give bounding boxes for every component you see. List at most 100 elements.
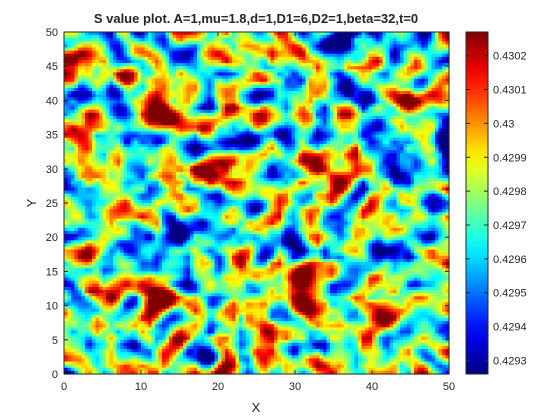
- heatmap-cell: [109, 50, 114, 55]
- heatmap-cell: [281, 137, 286, 142]
- heatmap-cell: [204, 56, 209, 61]
- heatmap-cell: [407, 41, 412, 46]
- heatmap-cell: [284, 53, 289, 58]
- heatmap-cell: [323, 150, 328, 154]
- heatmap-cell: [274, 44, 279, 49]
- heatmap-cell: [134, 84, 139, 89]
- heatmap-cell: [179, 41, 184, 46]
- heatmap-cell: [312, 69, 317, 74]
- heatmap-cell: [106, 87, 111, 92]
- heatmap-cell: [148, 81, 153, 86]
- heatmap-cell: [407, 94, 412, 98]
- heatmap-cell: [267, 50, 272, 55]
- heatmap-cell: [386, 53, 391, 58]
- heatmap-cell: [169, 44, 174, 49]
- heatmap-cell: [410, 153, 415, 157]
- heatmap-cell: [267, 109, 272, 114]
- heatmap-cell: [274, 53, 279, 58]
- heatmap-cell: [239, 168, 244, 173]
- heatmap-cell: [214, 87, 219, 92]
- heatmap-cell: [295, 122, 300, 126]
- heatmap-cell: [379, 147, 384, 151]
- heatmap-cell: [253, 168, 258, 173]
- heatmap-cell: [361, 168, 366, 173]
- heatmap-cell: [211, 159, 216, 164]
- heatmap-cell: [316, 156, 321, 161]
- heatmap-cell: [88, 147, 93, 151]
- heatmap-cell: [330, 153, 335, 157]
- heatmap-cell: [218, 103, 223, 108]
- heatmap-cell: [386, 69, 391, 74]
- heatmap-cell: [249, 125, 254, 129]
- heatmap-cell: [176, 106, 181, 111]
- heatmap-cell: [134, 162, 139, 167]
- heatmap-cell: [354, 168, 359, 173]
- heatmap-cell: [438, 50, 443, 55]
- heatmap-cell: [403, 125, 408, 129]
- heatmap-cell: [64, 72, 69, 77]
- heatmap-cell: [316, 143, 321, 148]
- heatmap-cell: [242, 69, 247, 74]
- heatmap-cell: [183, 156, 188, 161]
- heatmap-cell: [64, 69, 69, 74]
- heatmap-cell: [379, 106, 384, 111]
- heatmap-cell: [386, 50, 391, 55]
- heatmap-cell: [200, 131, 205, 136]
- heatmap-cell: [74, 97, 79, 101]
- heatmap-cell: [302, 143, 307, 148]
- heatmap-cell: [116, 131, 121, 136]
- heatmap-cell: [113, 53, 118, 58]
- heatmap-cell: [246, 69, 251, 74]
- heatmap-cell: [428, 162, 433, 167]
- heatmap-cell: [382, 134, 387, 139]
- heatmap-cell: [309, 63, 314, 67]
- heatmap-cell: [295, 112, 300, 117]
- heatmap-cell: [95, 112, 100, 117]
- heatmap-cell: [74, 53, 79, 58]
- heatmap-cell: [190, 156, 195, 161]
- heatmap-cell: [64, 115, 69, 120]
- heatmap-cell: [316, 81, 321, 86]
- heatmap-cell: [207, 137, 212, 142]
- heatmap-cell: [267, 41, 272, 46]
- heatmap-cell: [137, 63, 142, 67]
- heatmap-cell: [302, 38, 307, 42]
- heatmap-cell: [379, 72, 384, 77]
- heatmap-cell: [389, 150, 394, 154]
- heatmap-cell: [249, 168, 254, 173]
- heatmap-cell: [67, 159, 72, 164]
- heatmap-cell: [295, 47, 300, 52]
- heatmap-cell: [228, 69, 233, 74]
- heatmap-cell: [207, 140, 212, 145]
- heatmap-cell: [200, 162, 205, 167]
- heatmap-cell: [218, 128, 223, 133]
- heatmap-cell: [438, 150, 443, 154]
- heatmap-cell: [127, 87, 132, 92]
- heatmap-cell: [368, 159, 373, 164]
- heatmap-cell: [358, 66, 363, 70]
- heatmap-cell: [204, 72, 209, 77]
- heatmap-cell: [442, 38, 447, 42]
- heatmap-cell: [141, 147, 146, 151]
- heatmap-cell: [442, 32, 447, 36]
- heatmap-cell: [382, 59, 387, 64]
- heatmap-cell: [172, 59, 177, 64]
- heatmap-cell: [351, 162, 356, 167]
- heatmap-cell: [99, 47, 104, 52]
- heatmap-cell: [288, 78, 293, 83]
- heatmap-cell: [281, 50, 286, 55]
- heatmap-cell: [67, 165, 72, 170]
- heatmap-cell: [92, 78, 97, 83]
- heatmap-cell: [379, 44, 384, 49]
- heatmap-cell: [165, 35, 170, 39]
- heatmap-cell: [183, 44, 188, 49]
- heatmap-cell: [302, 84, 307, 89]
- heatmap-cell: [277, 131, 282, 136]
- heatmap-cell: [302, 165, 307, 170]
- heatmap-cell: [323, 140, 328, 145]
- heatmap-cell: [333, 168, 338, 173]
- heatmap-cell: [291, 56, 296, 61]
- heatmap-cell: [211, 122, 216, 126]
- heatmap-cell: [95, 94, 100, 98]
- heatmap-cell: [155, 47, 160, 52]
